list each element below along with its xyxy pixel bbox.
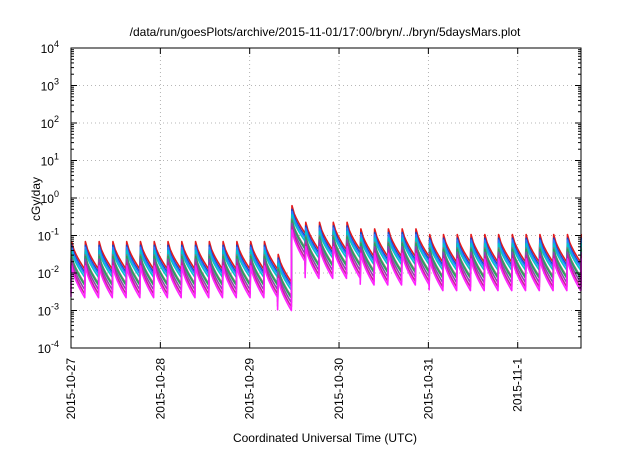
- y-tick-label: 102: [41, 114, 59, 131]
- y-tick-label: 10-4: [38, 339, 59, 356]
- x-axis-label: Coordinated Universal Time (UTC): [233, 431, 417, 445]
- plot-frame: [70, 47, 582, 349]
- series-line-9: [70, 229, 583, 312]
- x-tick-label: 2015-10-31: [421, 358, 435, 420]
- x-tick-label: 2015-10-30: [332, 358, 346, 420]
- axes-layer: 10-4 10-3 10-2 10-1 100 101 102 103 104 2015-10-2…: [38, 39, 582, 420]
- x-tick-label: 2015-10-28: [153, 358, 167, 420]
- y-axis-label: cGy/day: [29, 177, 43, 221]
- y-tick-label: 10-2: [38, 264, 59, 281]
- x-tick-label: 2015-10-27: [64, 358, 78, 420]
- x-tick-label: 2015-11-1: [511, 358, 525, 412]
- y-tick-label: 104: [41, 39, 59, 56]
- y-tick-label: 100: [41, 189, 59, 206]
- chart-title: /data/run/goesPlots/archive/2015-11-01/1…: [130, 25, 521, 39]
- y-tick-label: 103: [41, 77, 59, 94]
- y-tick-label: 10-1: [38, 227, 59, 244]
- y-tick-label: 101: [41, 152, 59, 169]
- series-layer: [70, 204, 583, 312]
- x-tick-label: 2015-10-29: [243, 358, 257, 420]
- y-tick-label: 10-3: [38, 302, 59, 319]
- grid-layer: [71, 48, 581, 348]
